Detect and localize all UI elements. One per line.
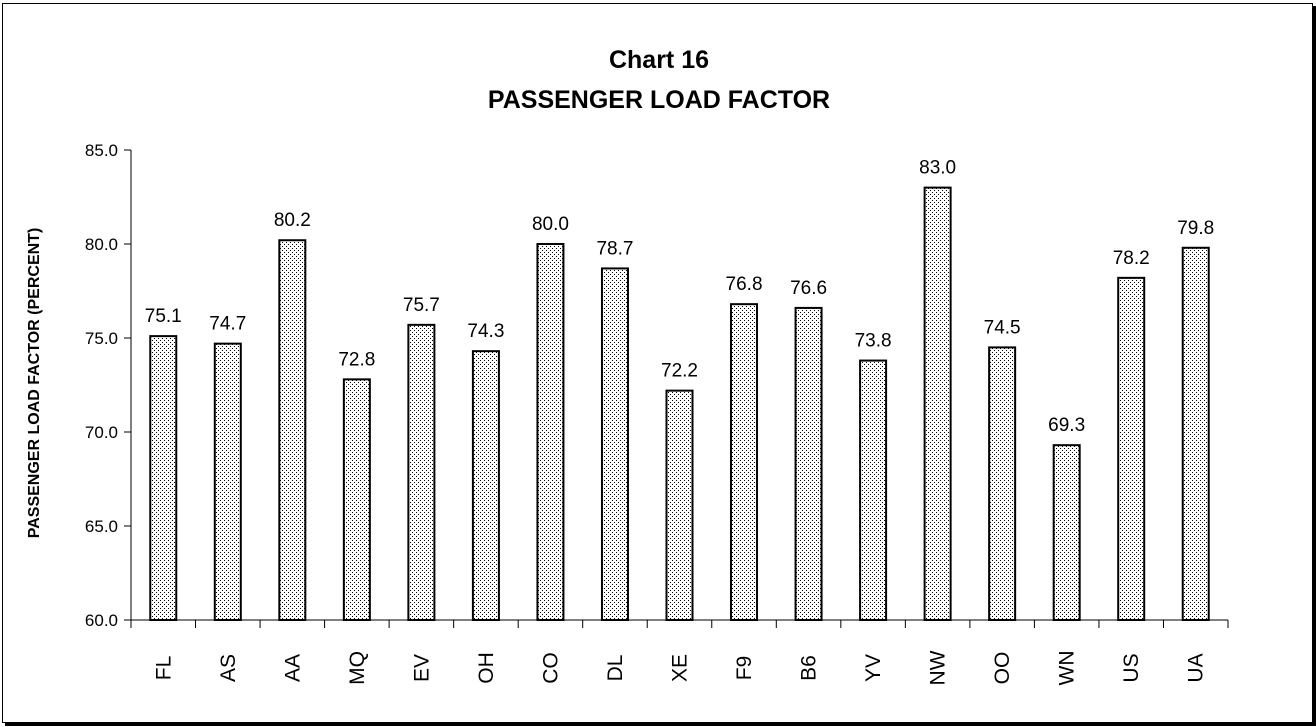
value-label: 76.6 — [790, 278, 827, 299]
value-label: 74.7 — [209, 314, 246, 335]
category-label: DL — [604, 655, 627, 682]
bar-f9 — [730, 303, 759, 621]
category-label: EV — [410, 654, 433, 682]
category-label: OH — [475, 652, 498, 684]
bar-wn — [1052, 444, 1081, 621]
value-label: 74.3 — [467, 321, 504, 342]
bars — [149, 186, 1210, 622]
value-label: 69.3 — [1048, 415, 1085, 436]
y-axis-label: PASSENGER LOAD FACTOR (PERCENT) — [26, 228, 43, 539]
category-label: OO — [991, 652, 1014, 685]
bar-oh — [471, 350, 500, 621]
value-label: 72.2 — [661, 361, 698, 382]
bar-xe — [665, 389, 694, 622]
bar-nw — [923, 186, 952, 621]
bar-b6 — [794, 306, 823, 621]
value-label: 73.8 — [855, 331, 892, 352]
category-label: B6 — [798, 655, 821, 681]
y-tick-label: 60.0 — [85, 611, 118, 630]
y-tick-label: 65.0 — [85, 517, 118, 536]
bar-aa — [278, 239, 307, 622]
y-tick-label: 80.0 — [85, 235, 118, 254]
bar-as — [213, 342, 242, 621]
category-label: CO — [539, 652, 562, 684]
bar-yv — [859, 359, 888, 621]
y-tick-label: 85.0 — [85, 141, 118, 160]
bar-oo — [988, 346, 1017, 621]
value-label: 80.0 — [532, 214, 569, 235]
chart-subtitle: PASSENGER LOAD FACTOR — [488, 86, 830, 114]
category-label: US — [1120, 653, 1143, 682]
bar-ev — [407, 323, 436, 621]
value-label: 75.1 — [145, 306, 182, 327]
bar-co — [536, 243, 565, 621]
value-label: 75.7 — [403, 295, 440, 316]
category-label: NW — [927, 650, 950, 685]
y-tick-label: 70.0 — [85, 423, 118, 442]
value-label: 72.8 — [338, 349, 375, 370]
y-tick-label: 75.0 — [85, 329, 118, 348]
category-label: UA — [1185, 653, 1208, 682]
category-label: XE — [669, 654, 692, 682]
category-label: F9 — [733, 656, 756, 681]
category-label: WN — [1056, 651, 1079, 686]
value-labels: 75.1 74.7 80.2 72.8 75.7 74.3 80.0 78.7 72.2 76.8… — [145, 158, 1214, 437]
value-label: 78.7 — [596, 238, 633, 259]
value-label: 79.8 — [1177, 218, 1214, 239]
value-label: 76.8 — [726, 274, 763, 295]
value-label: 83.0 — [919, 158, 956, 179]
category-label: AA — [281, 654, 304, 682]
value-label: 80.2 — [274, 210, 311, 231]
chart-title: Chart 16 — [609, 46, 709, 74]
category-label: MQ — [346, 651, 369, 685]
category-label: YV — [862, 654, 885, 682]
bar-mq — [342, 378, 371, 621]
y-axis: 60.0 65.0 70.0 75.0 80.0 85.0 — [85, 141, 132, 630]
bar-dl — [600, 267, 629, 621]
bar-fl — [149, 335, 178, 621]
value-label: 74.5 — [984, 317, 1021, 338]
x-axis — [130, 619, 1229, 628]
category-label: FL — [152, 656, 175, 681]
bar-us — [1117, 276, 1146, 621]
category-labels: FL AS AA MQ EV OH CO DL XE F9 B6 YV NW OO WN US UA — [152, 650, 1207, 685]
category-label: AS — [217, 654, 240, 682]
bar-ua — [1181, 246, 1210, 621]
value-label: 78.2 — [1113, 248, 1150, 269]
